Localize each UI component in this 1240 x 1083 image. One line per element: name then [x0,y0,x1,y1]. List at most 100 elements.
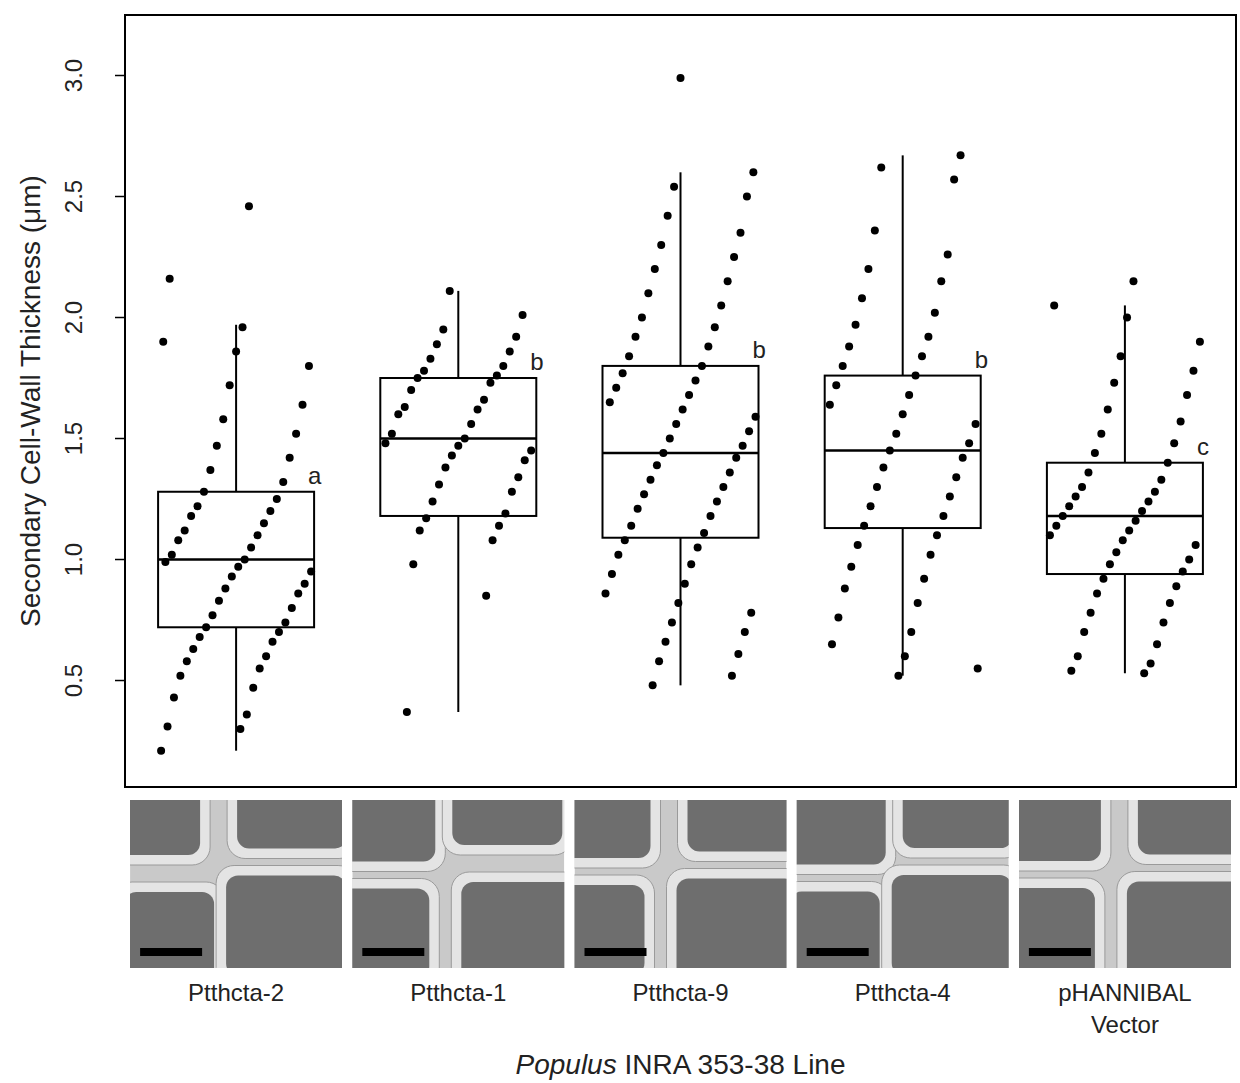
data-point [826,401,834,409]
data-point [672,420,680,428]
cell-lumen [797,892,880,969]
data-point [521,456,529,464]
data-point [674,599,682,607]
data-point [519,311,527,319]
data-point [407,386,415,394]
data-point [959,454,967,462]
data-point [1132,517,1140,525]
cell-wall [442,800,564,855]
data-point [1087,609,1095,617]
data-point [873,483,881,491]
data-point [634,505,642,513]
data-point [1157,476,1165,484]
data-point [1119,536,1127,544]
data-point [694,543,702,551]
data-point [1170,439,1178,447]
data-point [495,522,503,530]
data-point [867,502,875,510]
category-label: pHANNIBALVector [1058,979,1191,1038]
upper-whisker [902,155,904,375]
data-point [301,580,309,588]
data-point [1138,507,1146,515]
cell-wall [893,800,1009,858]
data-point [422,514,430,522]
box [158,492,314,628]
cell-wall [1019,800,1111,871]
data-point [409,560,417,568]
data-point [602,589,610,597]
data-point [299,401,307,409]
data-point [907,628,915,636]
data-point [666,435,674,443]
data-point [679,405,687,413]
y-tick [115,559,125,561]
data-point [950,176,958,184]
data-point [200,488,208,496]
data-point [1123,314,1131,322]
data-point [401,403,409,411]
micrograph [352,800,564,968]
x-title-rest: INRA 353-38 Line [617,1049,846,1080]
data-point [426,355,434,363]
cell-wall [575,875,655,968]
median [603,452,759,455]
data-point [692,376,700,384]
lower-whisker [235,627,237,750]
cell-wall [451,872,564,968]
cell-lumen [677,879,787,969]
data-point [202,623,210,631]
upper-whisker [1124,305,1126,462]
micrograph [1019,800,1231,968]
data-point [687,560,695,568]
data-point [286,454,294,462]
data-point [429,497,437,505]
data-point [931,309,939,317]
significance-letter: c [1197,433,1209,460]
data-point [608,570,616,578]
data-point [381,439,389,447]
data-point [664,212,672,220]
data-point [1093,589,1101,597]
box [380,378,536,516]
scale-bar [140,948,202,956]
category-label: Ptthcta-1 [410,979,506,1006]
median [158,558,314,561]
scale-bar [585,948,647,956]
median [825,449,981,452]
data-point [640,490,648,498]
data-point [1183,391,1191,399]
x-title-italic: Populus [516,1049,617,1080]
data-point [662,638,670,646]
data-point [506,347,514,355]
data-point [724,277,732,285]
scale-bar [1029,948,1091,956]
data-point [307,568,315,576]
data-point [606,398,614,406]
data-point [743,193,751,201]
data-point [845,343,853,351]
data-point [871,226,879,234]
data-point [234,563,242,571]
data-point [1196,338,1204,346]
cell-lumen [237,800,342,849]
data-point [157,747,165,755]
data-point [176,672,184,680]
data-point [236,725,244,733]
data-point [209,611,217,619]
data-point [499,362,507,370]
data-point [1129,277,1137,285]
cell-lumen [352,889,429,969]
data-point [1166,599,1174,607]
data-point [241,556,249,564]
data-point [901,652,909,660]
data-point [621,536,629,544]
data-point [1112,548,1120,556]
data-point [168,551,176,559]
data-point [854,541,862,549]
data-point [435,480,443,488]
data-point [254,531,262,539]
micrograph [575,800,787,968]
data-point [1172,582,1180,590]
significance-letter: b [753,336,766,363]
data-point [269,638,277,646]
